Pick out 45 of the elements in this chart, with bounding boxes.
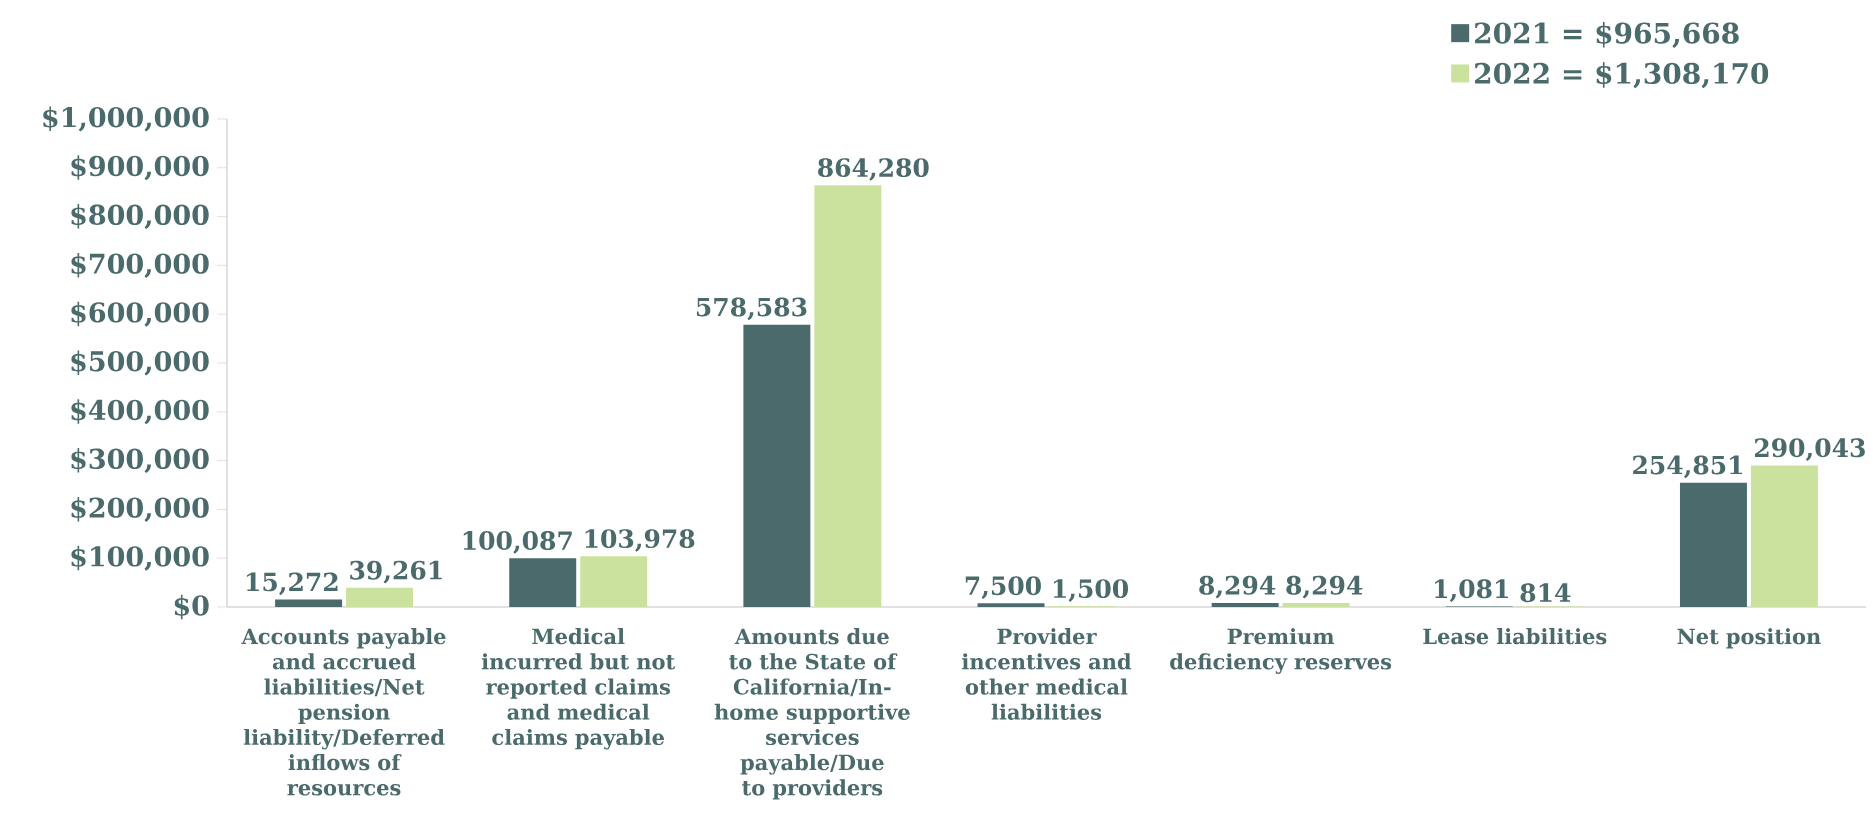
- data-label: 103,978: [585, 529, 695, 552]
- y-tick-label: $400,000: [71, 399, 209, 425]
- data-label: 1,500: [1053, 579, 1129, 602]
- bar: [580, 556, 648, 607]
- bar: [1282, 602, 1350, 607]
- y-tick-label: $800,000: [71, 204, 209, 230]
- x-tick-label: Net position: [1677, 628, 1821, 649]
- data-label: 100,087: [463, 531, 572, 554]
- legend-label: 2021 = $965,668: [1475, 21, 1739, 48]
- y-tick-label: $600,000: [71, 301, 209, 327]
- data-label: 578,583: [696, 297, 807, 321]
- data-label: 8,294: [1286, 575, 1363, 599]
- bar: [814, 185, 882, 607]
- y-tick-label: $900,000: [71, 155, 209, 181]
- data-label: 254,851: [1633, 455, 1743, 479]
- data-label: 1,081: [1435, 579, 1508, 603]
- y-tick-label: $200,000: [71, 496, 209, 522]
- x-tick-label: Accounts payable and accrued liabilities/Net pension liability/Deferred inflows of resources: [241, 628, 446, 796]
- data-label: 814: [1520, 583, 1571, 603]
- bar: [743, 324, 811, 607]
- y-tick-label: $0: [174, 594, 209, 620]
- x-tick-label: Amounts due to the State of California/In-home supportive services payable/Due to providers: [714, 628, 910, 800]
- bar: [1679, 482, 1747, 607]
- bar: [509, 558, 577, 607]
- x-tick-label: Lease liabilities: [1423, 628, 1607, 645]
- data-label: 290,043: [1754, 438, 1865, 462]
- x-tick-label: Medical incurred but not reported claims and medical claims payable: [481, 628, 676, 750]
- y-tick-label: $1,000,000: [43, 106, 209, 132]
- y-tick-label: $100,000: [71, 545, 209, 571]
- y-tick-label: $300,000: [71, 448, 209, 474]
- data-label: 864,280: [818, 158, 929, 181]
- bar: [275, 599, 343, 607]
- bar: [977, 603, 1045, 607]
- y-tick-label: $700,000: [71, 252, 209, 278]
- legend-label: 2022 = $1,308,170: [1475, 62, 1769, 89]
- data-label: 8,294: [1199, 575, 1276, 599]
- bar: [1211, 602, 1279, 607]
- y-tick-label: $500,000: [71, 350, 209, 376]
- data-label: 15,272: [247, 572, 338, 596]
- bar: [1750, 465, 1818, 607]
- bar: [346, 587, 414, 607]
- data-label: 39,261: [350, 560, 442, 584]
- data-label: 7,500: [965, 576, 1041, 599]
- x-tick-label: Premium deficiency reserves: [1170, 628, 1392, 674]
- x-tick-label: Provider incentives and other medical liabilities: [962, 628, 1132, 720]
